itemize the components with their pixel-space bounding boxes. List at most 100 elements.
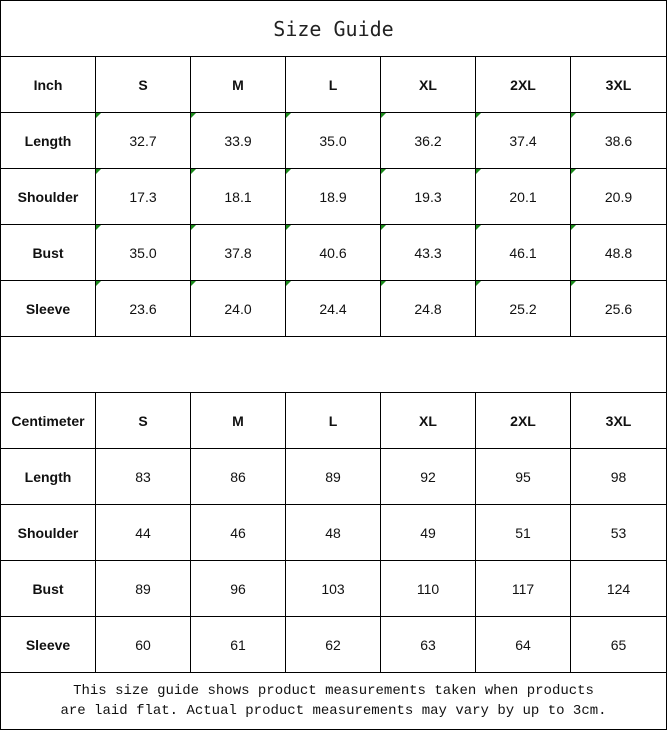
table-row: Sleeve 60 61 62 63 64 65	[0, 616, 667, 673]
table-row: Length 83 86 89 92 95 98	[0, 448, 667, 505]
error-indicator-icon[interactable]	[96, 169, 101, 174]
measurement-cell: 83	[95, 448, 191, 505]
measurement-cell: 53	[569, 504, 667, 561]
error-indicator-icon[interactable]	[381, 225, 386, 230]
measurement-value: 35.0	[319, 132, 347, 149]
measurement-note: This size guide shows product measuremen…	[0, 672, 667, 730]
size-header: XL	[380, 392, 476, 449]
table-row: Shoulder 44 46 48 49 51 53	[0, 504, 667, 561]
measurement-label: Shoulder	[0, 504, 96, 561]
error-indicator-icon[interactable]	[476, 225, 481, 230]
note-line-1: This size guide shows product measuremen…	[73, 683, 594, 699]
measurement-value: 25.2	[509, 300, 537, 317]
error-indicator-icon[interactable]	[96, 281, 101, 286]
measurement-value: 86	[230, 468, 246, 485]
table-row: Length 32.7 33.9 35.0 36.2 37.4 38.6	[0, 112, 667, 169]
note-row: This size guide shows product measuremen…	[0, 672, 667, 730]
error-indicator-icon[interactable]	[96, 113, 101, 118]
measurement-label: Sleeve	[0, 616, 96, 673]
measurement-value: 89	[325, 468, 341, 485]
measurement-cell: 23.6	[95, 280, 191, 337]
measurement-cell: 20.1	[475, 168, 571, 225]
measurement-cell: 44	[95, 504, 191, 561]
measurement-value: 51	[515, 524, 531, 541]
measurement-label: Bust	[0, 224, 96, 281]
measurement-cell: 18.9	[285, 168, 381, 225]
measurement-cell: 92	[380, 448, 476, 505]
measurement-value: 18.9	[319, 188, 347, 205]
measurement-cell: 33.9	[190, 112, 286, 169]
measurement-cell: 20.9	[569, 168, 667, 225]
measurement-value: 110	[416, 580, 440, 597]
measurement-cell: 46	[190, 504, 286, 561]
error-indicator-icon[interactable]	[571, 281, 576, 286]
size-header: M	[190, 392, 286, 449]
measurement-value: 53	[610, 524, 627, 541]
measurement-label: Length	[0, 112, 96, 169]
measurement-label: Shoulder	[0, 168, 96, 225]
error-indicator-icon[interactable]	[571, 169, 576, 174]
measurement-cell: 61	[190, 616, 286, 673]
error-indicator-icon[interactable]	[191, 169, 196, 174]
measurement-cell: 48.8	[569, 224, 667, 281]
error-indicator-icon[interactable]	[286, 169, 291, 174]
error-indicator-icon[interactable]	[286, 113, 291, 118]
measurement-cell: 89	[95, 560, 191, 617]
measurement-value: 96	[230, 580, 246, 597]
measurement-cell: 117	[475, 560, 571, 617]
error-indicator-icon[interactable]	[191, 113, 196, 118]
measurement-value: 18.1	[224, 188, 252, 205]
measurement-value: 35.0	[129, 244, 157, 261]
error-indicator-icon[interactable]	[96, 225, 101, 230]
measurement-cell: 32.7	[95, 112, 191, 169]
measurement-value: 36.2	[414, 132, 442, 149]
measurement-cell: 95	[475, 448, 571, 505]
error-indicator-icon[interactable]	[381, 169, 386, 174]
measurement-value: 20.1	[509, 188, 537, 205]
error-indicator-icon[interactable]	[571, 113, 576, 118]
measurement-value: 48.8	[604, 244, 633, 261]
error-indicator-icon[interactable]	[191, 281, 196, 286]
measurement-cell: 89	[285, 448, 381, 505]
centimeter-header-row: Centimeter S M L XL 2XL 3XL	[0, 392, 667, 449]
measurement-cell: 24.0	[190, 280, 286, 337]
error-indicator-icon[interactable]	[476, 169, 481, 174]
measurement-value: 61	[230, 636, 246, 653]
measurement-value: 46.1	[509, 244, 537, 261]
measurement-cell: 24.8	[380, 280, 476, 337]
measurement-value: 25.6	[604, 300, 633, 317]
error-indicator-icon[interactable]	[286, 225, 291, 230]
measurement-cell: 96	[190, 560, 286, 617]
table-row: Sleeve 23.6 24.0 24.4 24.8 25.2 25.6	[0, 280, 667, 337]
error-indicator-icon[interactable]	[286, 281, 291, 286]
error-indicator-icon[interactable]	[191, 225, 196, 230]
measurement-name: Bust	[32, 244, 64, 261]
error-indicator-icon[interactable]	[476, 281, 481, 286]
table-row: Shoulder 17.3 18.1 18.9 19.3 20.1 20.9	[0, 168, 667, 225]
page-title: Size Guide	[0, 0, 667, 57]
measurement-value: 89	[135, 580, 151, 597]
size-header: S	[95, 392, 191, 449]
error-indicator-icon[interactable]	[381, 281, 386, 286]
error-indicator-icon[interactable]	[571, 225, 576, 230]
spacer-cell	[0, 336, 667, 393]
measurement-cell: 35.0	[95, 224, 191, 281]
measurement-cell: 36.2	[380, 112, 476, 169]
measurement-cell: 60	[95, 616, 191, 673]
size-header: 2XL	[475, 392, 571, 449]
error-indicator-icon[interactable]	[476, 113, 481, 118]
error-indicator-icon[interactable]	[381, 113, 386, 118]
measurement-cell: 25.2	[475, 280, 571, 337]
note-line-2: are laid flat. Actual product measuremen…	[60, 703, 607, 719]
measurement-value: 38.6	[604, 132, 633, 149]
size-header: L	[285, 56, 381, 113]
measurement-value: 124	[606, 580, 631, 597]
measurement-value: 24.8	[414, 300, 442, 317]
measurement-cell: 110	[380, 560, 476, 617]
measurement-value: 83	[135, 468, 151, 485]
measurement-name: Length	[24, 132, 72, 149]
measurement-value: 64	[515, 636, 531, 653]
measurement-value: 44	[135, 524, 151, 541]
measurement-cell: 49	[380, 504, 476, 561]
